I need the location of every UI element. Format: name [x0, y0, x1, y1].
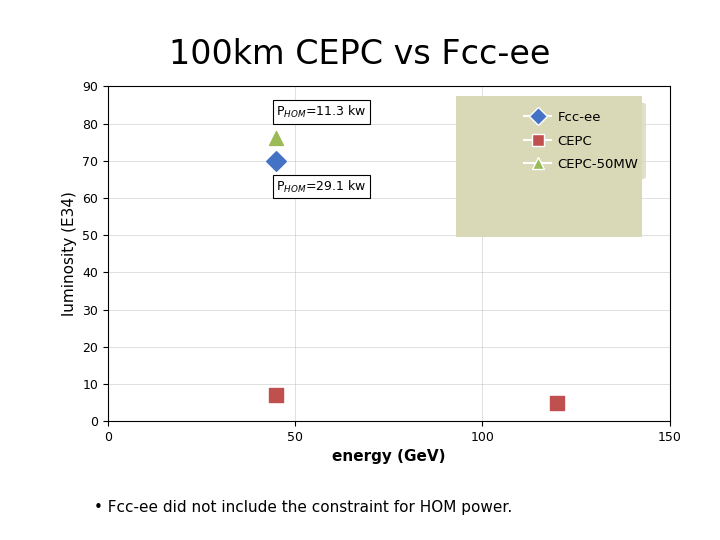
Y-axis label: luminosity (E34): luminosity (E34) [62, 191, 77, 316]
X-axis label: energy (GeV): energy (GeV) [332, 449, 446, 464]
Text: • Fcc-ee did not include the constraint for HOM power.: • Fcc-ee did not include the constraint … [94, 500, 512, 515]
Text: P$_{HOM}$=11.3 kw: P$_{HOM}$=11.3 kw [276, 104, 366, 120]
Point [271, 157, 282, 165]
Point [552, 399, 563, 407]
Text: 100km CEPC vs Fcc-ee: 100km CEPC vs Fcc-ee [169, 38, 551, 71]
Point [271, 391, 282, 400]
FancyBboxPatch shape [456, 97, 642, 237]
Legend: Fcc-ee, CEPC, CEPC-50MW: Fcc-ee, CEPC, CEPC-50MW [516, 103, 646, 179]
Point [271, 134, 282, 143]
Text: P$_{HOM}$=29.1 kw: P$_{HOM}$=29.1 kw [276, 179, 366, 194]
